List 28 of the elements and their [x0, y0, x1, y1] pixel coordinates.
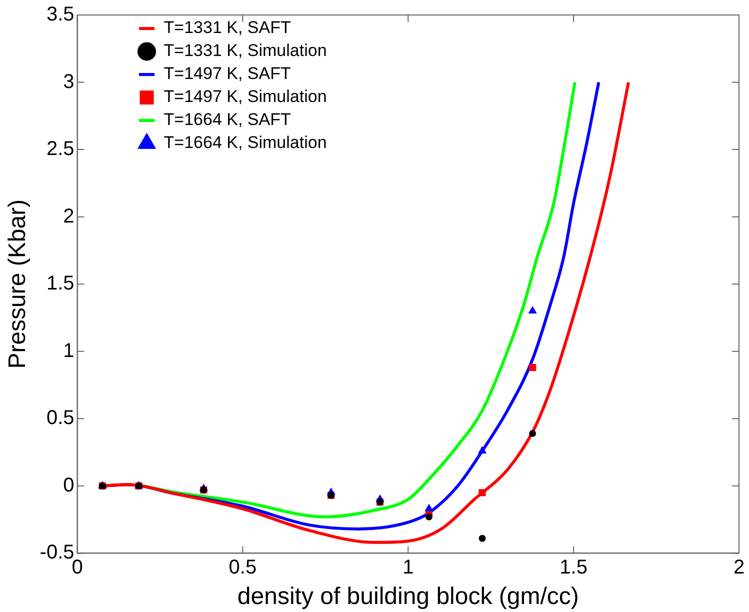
- point: [478, 446, 487, 454]
- point: [528, 306, 537, 314]
- x-tick-label: 1: [402, 556, 414, 579]
- point: [424, 504, 434, 512]
- point: [478, 489, 486, 496]
- y-tick-label: 3: [63, 70, 74, 93]
- x-tick-label: 2: [733, 556, 745, 579]
- y-axis-title: Pressure (Kbar): [4, 199, 32, 369]
- y-tick-label: 0.5: [46, 407, 74, 430]
- x-axis-title: density of building block (gm/cc): [237, 583, 579, 610]
- point: [529, 430, 536, 437]
- legend-label: T=1497 K, SAFT: [164, 64, 291, 84]
- legend-label: T=1664 K, Simulation: [164, 133, 327, 152]
- legend-label: T=1664 K, SAFT: [164, 110, 291, 130]
- legend-label: T=1331 K, Simulation: [164, 41, 327, 60]
- y-tick-label: 0: [63, 474, 74, 496]
- y-tick-label: 2.5: [46, 138, 74, 160]
- point: [425, 513, 432, 520]
- y-tick-label: 1: [63, 340, 74, 362]
- y-tick-label: 3.5: [46, 4, 74, 26]
- y-tick-label: 2: [63, 205, 74, 228]
- legend-label: T=1331 K, SAFT: [164, 18, 291, 38]
- point: [529, 364, 536, 372]
- legend-label: T=1497 K, Simulation: [164, 87, 327, 106]
- x-tick-label: 1.5: [560, 556, 588, 579]
- point: [478, 534, 486, 542]
- y-tick-label: 1.5: [46, 272, 74, 295]
- x-tick-label: 0.5: [228, 556, 257, 579]
